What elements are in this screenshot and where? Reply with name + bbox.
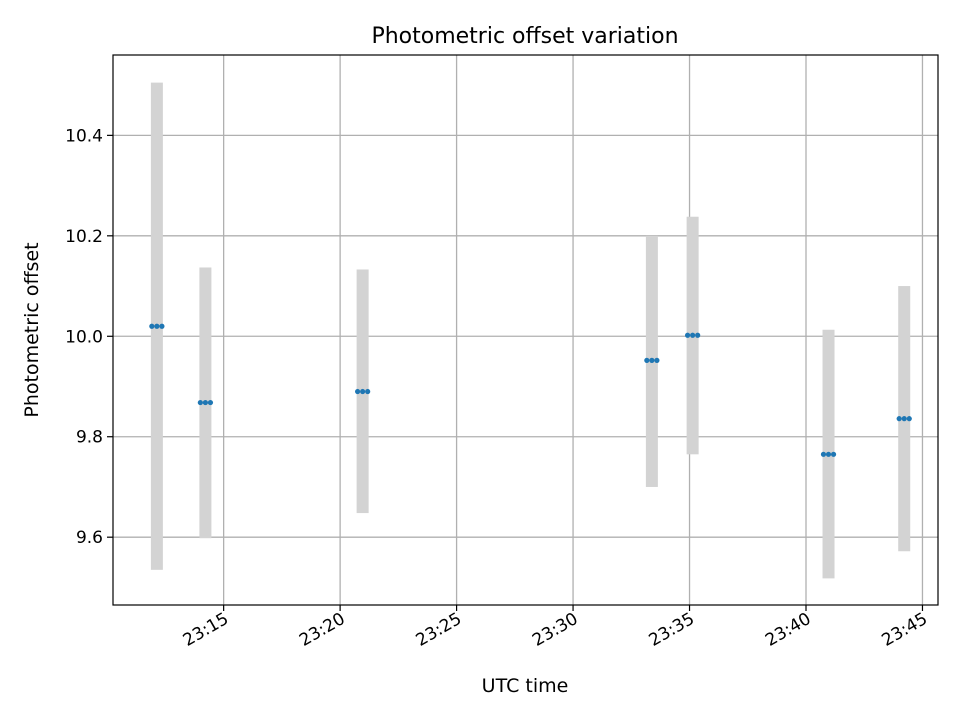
data-point [360, 388, 366, 395]
data-point [154, 323, 160, 329]
data-point [644, 357, 650, 363]
x-axis-label: UTC time [482, 675, 569, 697]
data-point [207, 399, 214, 406]
y-tick-label: 10.0 [65, 327, 103, 347]
data-point [901, 416, 907, 422]
data-point [690, 332, 696, 338]
data-point [906, 416, 912, 422]
data-point [820, 451, 827, 457]
y-tick-label: 9.8 [76, 428, 103, 448]
data-point [830, 451, 837, 457]
data-point [896, 416, 902, 422]
plot-area [113, 55, 938, 605]
y-tick-label: 9.6 [76, 528, 103, 548]
y-axis-label: Photometric offset [21, 242, 43, 417]
chart-title: Photometric offset variation [371, 24, 678, 49]
data-point [684, 332, 691, 338]
data-points [149, 323, 912, 457]
data-point [825, 451, 832, 457]
data-point [149, 323, 155, 329]
data-point [354, 388, 361, 395]
data-point [202, 399, 208, 406]
y-tick-label: 10.4 [65, 126, 103, 146]
data-point [197, 399, 203, 406]
data-point [654, 357, 660, 363]
data-point [159, 323, 165, 329]
data-point [365, 388, 371, 395]
plot-frame [112, 54, 939, 606]
data-point [695, 332, 701, 338]
data-point [649, 357, 655, 363]
y-tick-label: 10.2 [65, 227, 103, 247]
